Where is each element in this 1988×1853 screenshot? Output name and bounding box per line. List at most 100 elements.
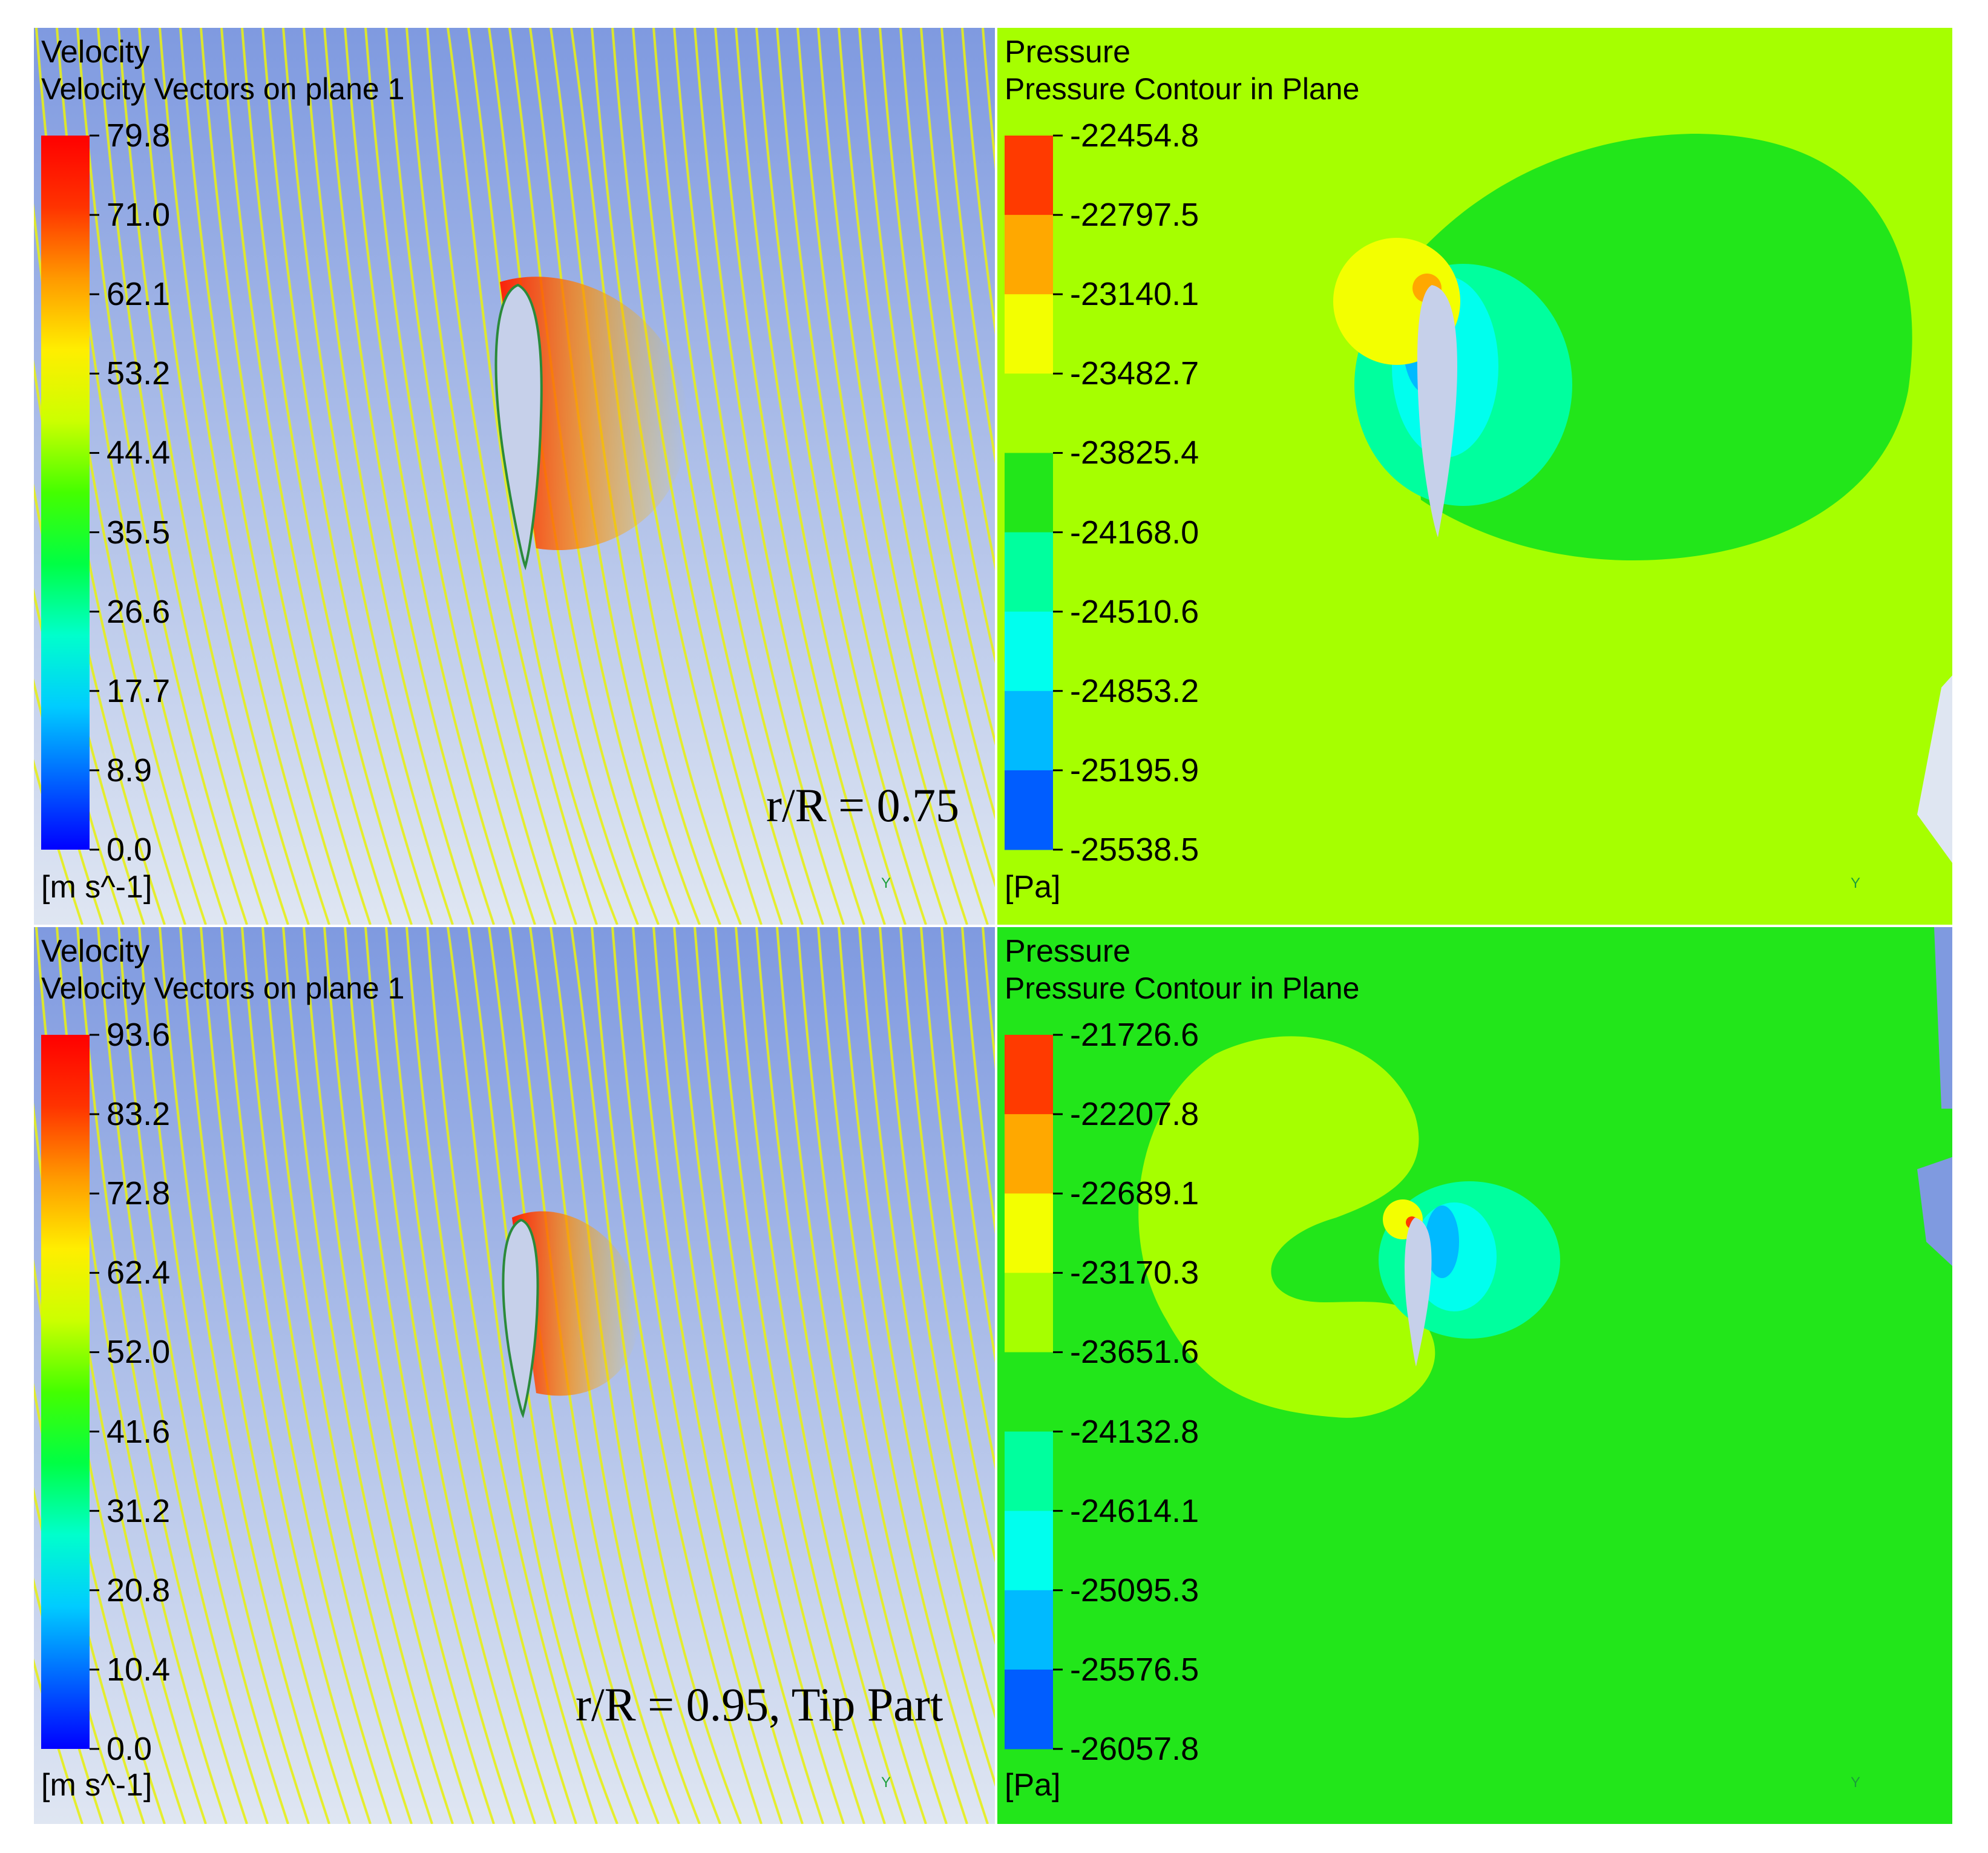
y-axis-indicator: Y <box>881 1774 891 1791</box>
radius-caption: r/R = 0.75 <box>766 779 960 831</box>
streamline <box>858 927 995 1719</box>
streamline <box>34 1382 145 1824</box>
legend-label: -23482.7 <box>1070 355 1199 392</box>
streamline <box>735 927 907 1824</box>
streamline <box>735 28 907 925</box>
panel-subtitle: Pressure Contour in Plane <box>1005 72 1360 106</box>
panel-title: Velocity <box>41 934 150 969</box>
streamline <box>776 927 948 1824</box>
legend-label: 72.8 <box>107 1175 171 1212</box>
streamline <box>755 28 927 925</box>
streamline <box>200 28 372 925</box>
streamline <box>97 927 269 1824</box>
streamline <box>303 28 474 925</box>
streamline <box>220 28 392 925</box>
color-band <box>1005 136 1053 215</box>
streamline <box>159 28 330 925</box>
streamline <box>652 927 824 1824</box>
legend-label: -26057.8 <box>1070 1731 1199 1767</box>
legend-label: -25095.3 <box>1070 1572 1199 1609</box>
color-band <box>1005 215 1053 295</box>
color-band <box>1005 770 1053 850</box>
streamline <box>364 28 536 925</box>
streamline <box>385 28 557 925</box>
streamline <box>303 927 474 1824</box>
streamline <box>673 927 845 1824</box>
streamline <box>673 28 845 925</box>
velocity-field-view <box>34 28 995 925</box>
streamline <box>138 28 310 925</box>
y-axis-indicator: Y <box>881 875 891 891</box>
streamline <box>261 927 433 1824</box>
legend-label: 71.0 <box>107 197 171 234</box>
streamline <box>426 927 598 1824</box>
color-ramp <box>41 1035 90 1749</box>
streamline <box>241 28 413 925</box>
streamline <box>159 927 330 1824</box>
legend-label: -24614.1 <box>1070 1492 1199 1529</box>
streamline <box>652 28 824 925</box>
legend-unit: [m s^-1] <box>41 1768 153 1803</box>
legend-label: -24132.8 <box>1070 1413 1199 1450</box>
legend-label: 10.4 <box>107 1651 171 1688</box>
color-band <box>1005 611 1053 692</box>
streamline <box>447 927 618 1824</box>
domain-edge <box>1934 927 1952 1109</box>
color-band <box>1005 453 1053 533</box>
pressure-panel-bottom: Pressure Pressure Contour in Plane -2172… <box>997 927 1952 1824</box>
color-band <box>1005 1273 1053 1353</box>
streamlines <box>34 927 995 1824</box>
streamline <box>920 28 995 571</box>
streamline <box>858 28 995 820</box>
domain-edge <box>1917 675 1952 863</box>
color-band <box>1005 1431 1053 1512</box>
streamline <box>426 28 598 925</box>
legend-label: 26.6 <box>107 593 171 630</box>
legend-label: -22454.8 <box>1070 117 1199 154</box>
streamline <box>323 927 495 1824</box>
pressure-panel-top: Pressure Pressure Contour in Plane -2245… <box>997 28 1952 925</box>
streamline <box>323 28 495 925</box>
legend-label: -22207.8 <box>1070 1096 1199 1133</box>
legend-unit: [Pa] <box>1005 870 1061 905</box>
legend-label: 93.6 <box>107 1017 171 1053</box>
streamline <box>838 927 995 1787</box>
streamline <box>34 483 145 925</box>
color-bar <box>1005 134 1063 851</box>
domain-edge <box>1917 1157 1952 1266</box>
legend-label: -23170.3 <box>1070 1254 1199 1291</box>
streamline <box>879 927 995 1645</box>
streamline <box>344 927 516 1824</box>
legend-label: 52.0 <box>107 1334 171 1371</box>
streamline <box>714 927 886 1824</box>
streamline <box>179 28 351 925</box>
legend-label: -22797.5 <box>1070 197 1199 234</box>
streamline <box>76 927 248 1824</box>
streamline <box>385 927 557 1824</box>
streamline <box>694 927 865 1824</box>
streamline <box>940 28 995 464</box>
panel-title: Pressure <box>1005 934 1131 969</box>
legend-label: 31.2 <box>107 1492 171 1529</box>
streamline <box>200 927 372 1824</box>
streamline <box>776 28 948 925</box>
streamline <box>344 28 516 925</box>
color-bar <box>41 1034 99 1750</box>
legend-label: 35.5 <box>107 514 171 551</box>
streamline <box>961 28 995 335</box>
streamline <box>694 28 865 925</box>
legend-label: -23651.6 <box>1070 1334 1199 1371</box>
streamline <box>899 927 995 1563</box>
streamline <box>817 927 989 1824</box>
color-band <box>1005 1669 1053 1750</box>
legend-label: 53.2 <box>107 355 171 392</box>
streamline <box>117 28 289 925</box>
color-ramp <box>41 136 90 850</box>
legend-unit: [Pa] <box>1005 1768 1061 1803</box>
streamline <box>611 927 783 1824</box>
legend-label: -24168.0 <box>1070 514 1199 551</box>
radius-caption: r/R = 0.95, Tip Part <box>576 1678 943 1731</box>
streamline <box>632 28 804 925</box>
airfoil-section <box>502 1218 539 1418</box>
streamline <box>570 927 742 1824</box>
